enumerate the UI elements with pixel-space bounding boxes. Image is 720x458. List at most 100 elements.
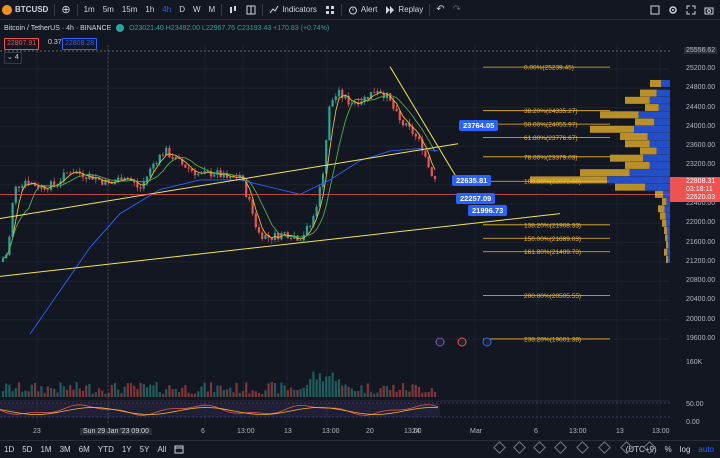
- volume-bar: [69, 385, 72, 397]
- ma-mid-line: [2, 94, 436, 259]
- settings-button[interactable]: [664, 0, 682, 20]
- layout-grid-button[interactable]: [646, 0, 664, 20]
- range-1y[interactable]: 1Y: [121, 445, 132, 454]
- timezone-button[interactable]: (UTC+9): [625, 445, 657, 454]
- interval-1h[interactable]: 1h: [145, 5, 155, 14]
- log-toggle[interactable]: log: [679, 445, 691, 454]
- volume-profile-bar: [665, 212, 670, 220]
- interval-w[interactable]: W: [192, 5, 201, 14]
- volume-bar: [225, 389, 229, 397]
- range-3m[interactable]: 3M: [59, 445, 71, 454]
- volume-bar: [177, 392, 181, 397]
- volume-bar: [424, 392, 427, 397]
- callout-22257[interactable]: 22257.09: [456, 193, 496, 204]
- volume-profile-bar: [635, 118, 655, 126]
- volume-profile-bar: [640, 89, 657, 97]
- layout-button[interactable]: [242, 0, 260, 20]
- volume-bar: [62, 386, 65, 397]
- volume-profile-bar: [667, 227, 670, 235]
- redo-button[interactable]: ↷: [452, 4, 462, 15]
- fullscreen-button[interactable]: [682, 0, 700, 20]
- candle-body: [85, 177, 88, 180]
- volume-bar: [213, 392, 216, 397]
- candle-body: [33, 182, 37, 187]
- indicators-icon: [269, 5, 279, 13]
- range-5y[interactable]: 5Y: [139, 445, 150, 454]
- volume-bar: [30, 384, 33, 397]
- volume-profile-bar: [666, 255, 669, 263]
- interval-1m[interactable]: 1m: [83, 5, 95, 14]
- price-chart[interactable]: 0.00%(25239.45) 38.20%(24335.27) 50.00%(24…: [0, 45, 670, 425]
- range-all[interactable]: All: [157, 445, 167, 454]
- templates-button[interactable]: [321, 0, 339, 20]
- volume-bar: [357, 391, 360, 397]
- buy-price-box[interactable]: 22808.28: [62, 38, 98, 50]
- volume-bar: [91, 393, 94, 397]
- callout-22635[interactable]: 22635.81: [452, 175, 492, 186]
- volume-bar: [293, 389, 296, 397]
- interval-15m[interactable]: 15m: [121, 5, 138, 14]
- current-price-tag: 22808.31: [670, 177, 720, 186]
- volume-bar: [251, 390, 254, 397]
- volume-bar: [17, 382, 21, 397]
- percent-toggle[interactable]: %: [664, 445, 672, 454]
- date-range-button[interactable]: [170, 444, 188, 456]
- candle-body: [62, 172, 65, 182]
- range-1d[interactable]: 1D: [4, 445, 15, 454]
- price-scale[interactable]: 25556.62 25200.00 24800.00 24400.00 24000.00…: [670, 45, 720, 426]
- interval-5m[interactable]: 5m: [102, 5, 114, 14]
- symbol-search-button[interactable]: BTCUSD: [0, 0, 52, 20]
- interval-m[interactable]: M: [208, 5, 216, 14]
- volume-bar: [53, 388, 56, 397]
- time-axis[interactable]: 23 Sun 29 Jan '23 09:00 6 13:00 13 13:00 20 13:…: [0, 426, 670, 438]
- range-6m[interactable]: 6M: [78, 445, 90, 454]
- indicator-toggle[interactable]: ⌄ 4: [4, 52, 22, 64]
- candle-body: [344, 95, 347, 99]
- volume-bar: [78, 388, 81, 397]
- volume-bar: [341, 385, 344, 397]
- candle-body: [165, 147, 168, 156]
- volume-bar: [97, 388, 101, 397]
- snapshot-button[interactable]: [700, 0, 720, 20]
- volume-profile-bar: [665, 234, 668, 242]
- volume-bar: [145, 387, 149, 397]
- volume-profile-bar: [666, 198, 670, 206]
- sell-price-box[interactable]: 22807.91: [4, 38, 40, 50]
- volume-bar: [209, 382, 213, 397]
- candle-body: [24, 180, 27, 186]
- top-toolbar: BTCUSD ⊕ 1m 5m 15m 1h 4h D W M Indicator…: [0, 0, 720, 20]
- volume-bar: [75, 382, 78, 397]
- indicators-button[interactable]: Indicators: [265, 0, 321, 20]
- volume-bar: [366, 383, 369, 397]
- alert-button[interactable]: Alert: [344, 0, 381, 20]
- volume-profile-bar: [650, 79, 661, 87]
- volume-bar: [280, 382, 283, 397]
- undo-button[interactable]: ↶: [436, 4, 445, 15]
- volume-profile-bar: [667, 248, 670, 256]
- candle-body: [341, 89, 344, 99]
- fib-level-label: 50.00%(24055.97): [524, 122, 578, 129]
- candle-body: [168, 147, 171, 158]
- volume-bar: [261, 393, 264, 397]
- range-1m[interactable]: 1M: [40, 445, 52, 454]
- fib-level-label: 200.00%(20505.55): [524, 293, 581, 300]
- candle-body: [149, 168, 152, 177]
- candle-body: [94, 177, 97, 180]
- auto-toggle[interactable]: auto: [698, 445, 714, 454]
- replay-button[interactable]: Replay: [381, 0, 427, 20]
- volume-bar: [197, 391, 200, 397]
- volume-bar: [184, 385, 187, 397]
- callout-21996[interactable]: 21996.73: [468, 205, 508, 216]
- interval-d[interactable]: D: [179, 5, 185, 14]
- candle-body: [40, 186, 43, 189]
- volume-profile-bar: [663, 190, 670, 198]
- interval-4h[interactable]: 4h: [162, 5, 172, 14]
- candle-body: [401, 120, 405, 126]
- compare-symbol-button[interactable]: ⊕: [61, 4, 71, 16]
- volume-bar: [155, 382, 158, 397]
- candle-body: [337, 89, 341, 97]
- bar-style-button[interactable]: [224, 0, 242, 20]
- range-5d[interactable]: 5D: [22, 445, 33, 454]
- callout-23764[interactable]: 23764.05: [459, 120, 499, 131]
- range-ytd[interactable]: YTD: [97, 445, 114, 454]
